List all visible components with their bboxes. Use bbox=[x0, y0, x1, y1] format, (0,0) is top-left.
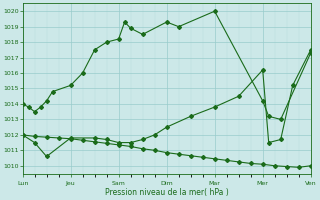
X-axis label: Pression niveau de la mer( hPa ): Pression niveau de la mer( hPa ) bbox=[105, 188, 228, 197]
